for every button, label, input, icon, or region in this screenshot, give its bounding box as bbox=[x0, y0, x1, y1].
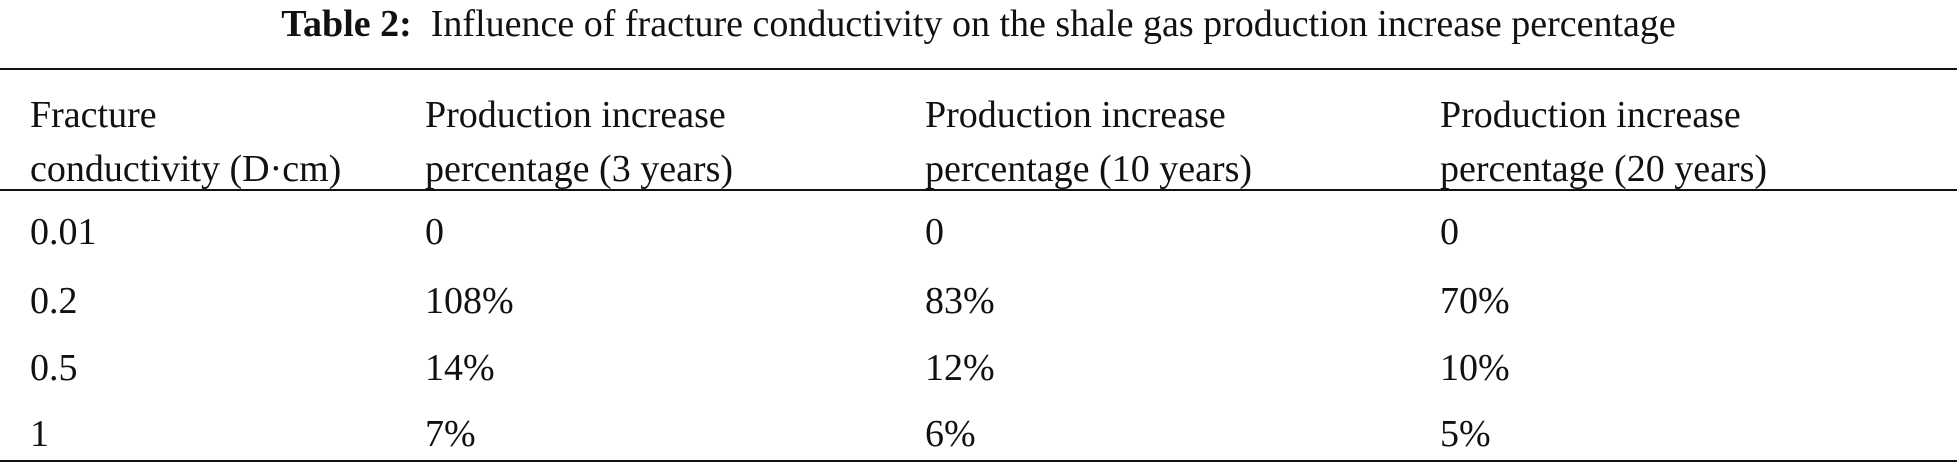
header-line: Fracture bbox=[30, 94, 157, 136]
table-caption: Table 2: Influence of fracture conductiv… bbox=[0, 2, 1957, 46]
table-cell: 0 bbox=[1440, 211, 1459, 253]
table-cell: 70% bbox=[1440, 280, 1510, 322]
header-20-years: Production increase percentage (20 years… bbox=[1440, 88, 1767, 196]
header-line: percentage (20 years) bbox=[1440, 148, 1768, 190]
header-line: Production increase bbox=[1440, 94, 1741, 136]
table-cell: 0 bbox=[425, 211, 444, 253]
table-cell: 0.01 bbox=[30, 211, 97, 253]
table-cell: 14% bbox=[425, 347, 495, 389]
header-10-years: Production increase percentage (10 years… bbox=[925, 88, 1252, 196]
table-bottom-rule bbox=[0, 460, 1957, 462]
header-line: percentage (10 years) bbox=[925, 148, 1253, 190]
table-cell: 1 bbox=[30, 413, 49, 455]
table-cell: 0.5 bbox=[30, 347, 78, 389]
header-line: Production increase bbox=[425, 94, 726, 136]
caption-label: Table 2: bbox=[281, 3, 412, 45]
table-cell: 12% bbox=[925, 347, 995, 389]
table-top-rule bbox=[0, 68, 1957, 70]
header-fracture-conductivity: Fracture conductivity (D·cm) bbox=[30, 88, 341, 196]
table-cell: 83% bbox=[925, 280, 995, 322]
table-cell: 108% bbox=[425, 280, 514, 322]
table-header-rule bbox=[0, 189, 1957, 191]
table-cell: 0 bbox=[925, 211, 944, 253]
header-3-years: Production increase percentage (3 years) bbox=[425, 88, 733, 196]
table-cell: 0.2 bbox=[30, 280, 78, 322]
table-cell: 7% bbox=[425, 413, 476, 455]
table-cell: 6% bbox=[925, 413, 976, 455]
header-line: percentage (3 years) bbox=[425, 148, 734, 190]
table-cell: 10% bbox=[1440, 347, 1510, 389]
header-line: conductivity (D·cm) bbox=[30, 148, 342, 190]
header-line: Production increase bbox=[925, 94, 1226, 136]
caption-text: Influence of fracture conductivity on th… bbox=[430, 3, 1676, 45]
table-cell: 5% bbox=[1440, 413, 1491, 455]
